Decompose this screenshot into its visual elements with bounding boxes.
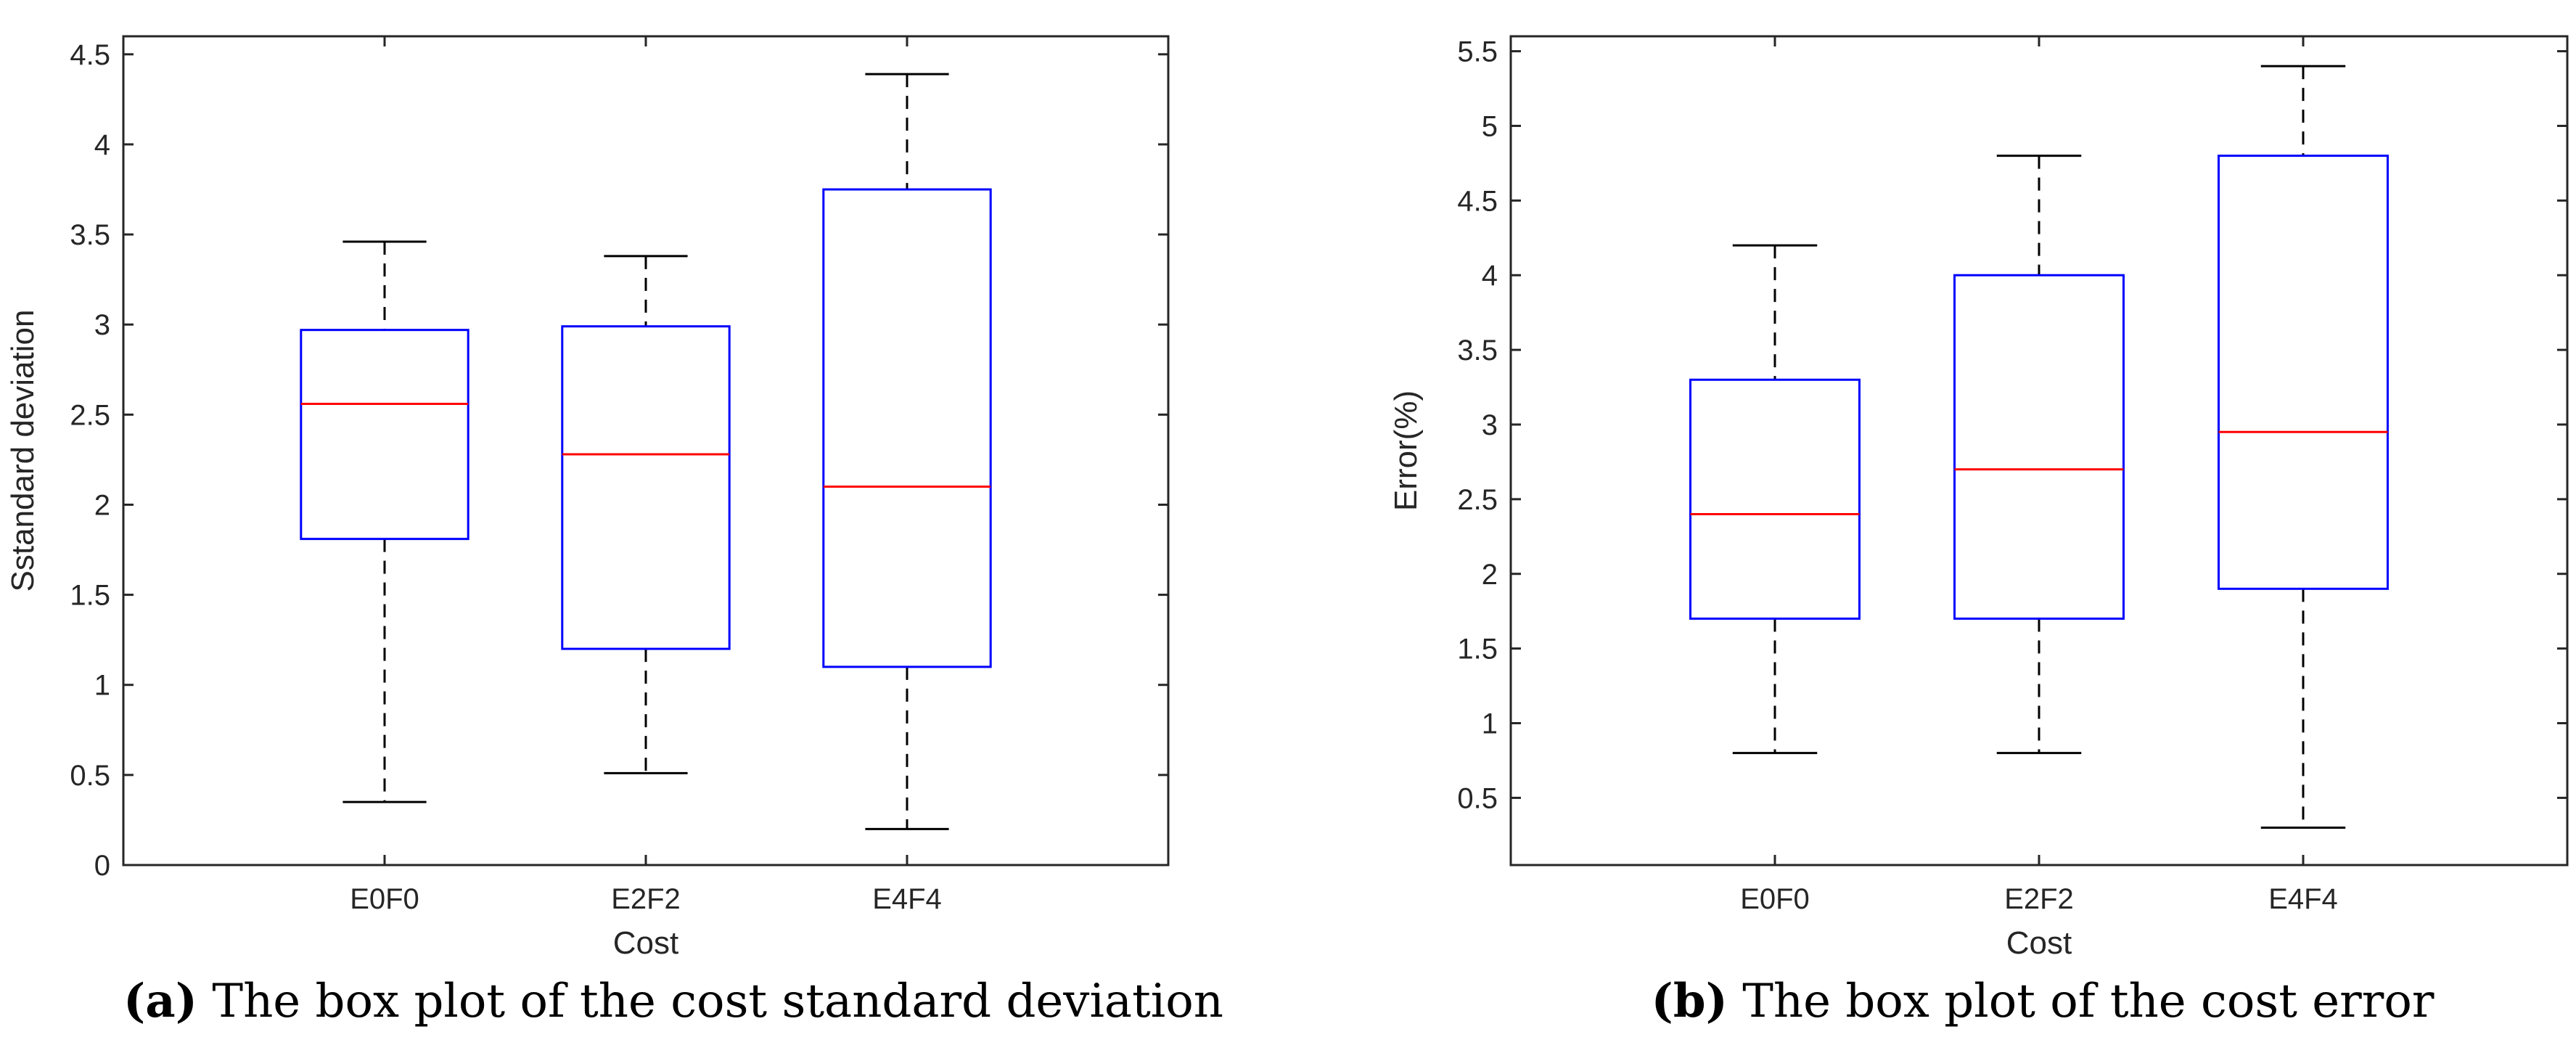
y-tick-label-a: 2.5 <box>70 399 110 431</box>
x-tick-label-a: E0F0 <box>350 883 419 915</box>
y-tick-label-b: 5.5 <box>1457 36 1498 68</box>
y-tick-label-b: 5 <box>1482 110 1498 142</box>
y-tick-label-a: 3 <box>94 309 110 341</box>
panel-a-box-plot: 0 0.5 1 1.5 2 2.5 3 3.5 4 4.5 E0F0 E2F2 E4F4 Cost Ssta… <box>5 35 1170 961</box>
y-tick-label-b: 0.5 <box>1457 782 1498 814</box>
y-tick-label-b: 1 <box>1482 708 1498 740</box>
box-e0f0-a <box>300 329 469 541</box>
y-tick-label-b: 2.5 <box>1457 484 1498 516</box>
caption-a: (a) The box plot of the cost standard de… <box>123 974 1223 1028</box>
caption-a-text: The box plot of the cost standard deviat… <box>212 975 1223 1028</box>
caption-a-label: a <box>145 974 176 1028</box>
y-tick-label-a: 1 <box>94 670 110 702</box>
box-e2f2-a <box>561 325 731 650</box>
box-e4f4-b <box>2218 155 2389 590</box>
y-tick-label-a: 0.5 <box>70 760 110 792</box>
y-tick-label-a: 0 <box>94 850 110 882</box>
panel-b-box-plot: 0.5 1 1.5 2 2.5 3 3.5 4 4.5 5 5.5 E0F0 E2F2 E4F4 Cost E… <box>1388 35 2569 961</box>
y-tick-label-a: 1.5 <box>70 580 110 612</box>
caption-b: (b) The box plot of the cost error <box>1651 974 2435 1028</box>
y-tick-label-b: 4.5 <box>1457 185 1498 217</box>
x-tick-label-a: E2F2 <box>611 883 681 915</box>
caption-b-label: b <box>1673 974 1706 1028</box>
x-tick-label-b: E4F4 <box>2268 883 2338 915</box>
caption-b-text: The box plot of the cost error <box>1742 975 2435 1028</box>
x-tick-label-a: E4F4 <box>872 883 942 915</box>
y-tick-label-b: 1.5 <box>1457 634 1498 665</box>
x-tick-label-b: E2F2 <box>2004 883 2074 915</box>
y-tick-label-a: 4 <box>94 129 110 161</box>
x-tick-label-b: E0F0 <box>1740 883 1810 915</box>
y-tick-label-a: 3.5 <box>70 219 110 251</box>
y-axis-label-b: Error(%) <box>1388 390 1424 511</box>
y-axis-label-a: Sstandard deviation <box>5 310 41 592</box>
box-e4f4-a <box>822 188 992 668</box>
y-tick-label-a: 2 <box>94 489 110 521</box>
y-tick-label-b: 2 <box>1482 559 1498 591</box>
y-tick-label-b: 3 <box>1482 409 1498 441</box>
x-axis-label-b: Cost <box>2006 925 2072 961</box>
box-e0f0-b <box>1689 378 1861 620</box>
y-tick-label-b: 4 <box>1482 260 1498 292</box>
box-e2f2-b <box>1953 274 2125 620</box>
y-tick-label-a: 4.5 <box>70 39 110 71</box>
x-axis-label-a: Cost <box>613 925 678 961</box>
y-tick-label-b: 3.5 <box>1457 335 1498 366</box>
